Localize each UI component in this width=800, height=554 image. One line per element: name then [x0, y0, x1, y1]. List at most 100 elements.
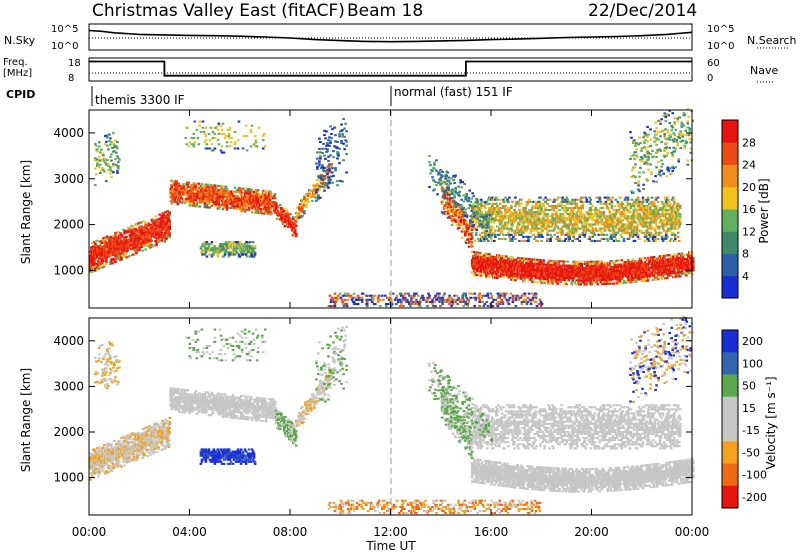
heatmap-cell [326, 166, 329, 169]
heatmap-cell [169, 190, 172, 193]
heatmap-cell [537, 209, 540, 212]
cpid-panel: CPID themis 3300 IF normal (fast) 151 IF [6, 85, 513, 107]
heatmap-cell [155, 219, 158, 222]
heatmap-cell [273, 211, 277, 214]
heatmap-cell [230, 200, 234, 203]
heatmap-cell [156, 220, 159, 223]
heatmap-cell [214, 251, 218, 254]
beam-label: Beam 18 [347, 1, 423, 21]
heatmap-cell [199, 130, 203, 133]
heatmap-cell [175, 201, 178, 204]
heatmap-cell [221, 243, 225, 246]
heatmap-cell [305, 203, 308, 206]
heatmap-cell [144, 225, 147, 228]
heatmap-cell [512, 260, 515, 263]
heatmap-cell [252, 201, 256, 204]
heatmap-cell [243, 243, 247, 246]
heatmap-cell [147, 222, 150, 225]
heatmap-cell [208, 247, 212, 250]
heatmap-cell [491, 270, 494, 273]
heatmap-cell [652, 268, 656, 271]
heatmap-cell [483, 239, 486, 242]
heatmap-cell [616, 276, 620, 279]
heatmap-cell [228, 126, 232, 129]
heatmap-cell [112, 165, 115, 168]
heatmap-cell [472, 259, 476, 262]
heatmap-cell [331, 171, 334, 174]
heatmap-cell [334, 169, 337, 172]
heatmap-cell [214, 205, 218, 208]
heatmap-cell [185, 197, 189, 200]
heatmap-cell [110, 235, 113, 238]
heatmap-cell [291, 227, 294, 230]
heatmap-cell [511, 272, 514, 275]
heatmap-cell [547, 261, 550, 264]
heatmap-cell [278, 218, 282, 221]
heatmap-cell [459, 214, 463, 217]
heatmap-cell [121, 243, 124, 246]
heatmap-cell [504, 215, 507, 218]
heatmap-cell [255, 145, 259, 148]
heatmap-cell [94, 259, 97, 262]
heatmap-cell [595, 281, 599, 284]
heatmap-cell [643, 261, 647, 264]
heatmap-cell [319, 155, 322, 158]
heatmap-cell [339, 179, 342, 182]
heatmap-cell [504, 213, 507, 216]
heatmap-cell [583, 262, 587, 265]
heatmap-cell [343, 127, 346, 130]
heatmap-cell [122, 255, 125, 258]
heatmap-cell [249, 128, 253, 131]
heatmap-cell [227, 128, 231, 131]
heatmap-cell [178, 191, 181, 194]
heatmap-cell [168, 225, 171, 228]
heatmap-cell [493, 257, 496, 260]
heatmap-cell [94, 167, 97, 170]
heatmap-cell [508, 209, 511, 212]
heatmap-cell [462, 218, 466, 221]
heatmap-cell [271, 205, 275, 208]
heatmap-cell [176, 186, 179, 189]
heatmap-cell [327, 171, 330, 174]
heatmap-cell [494, 229, 497, 232]
heatmap-cell [250, 124, 254, 127]
heatmap-cell [216, 139, 220, 142]
heatmap-cell [286, 222, 289, 225]
heatmap-cell [576, 269, 579, 272]
heatmap-cell [471, 255, 475, 258]
heatmap-cell [276, 210, 280, 213]
heatmap-cell [298, 216, 301, 219]
heatmap-cell [458, 207, 462, 210]
heatmap-cell [234, 199, 238, 202]
heatmap-cell [526, 211, 529, 214]
heatmap-cell [559, 272, 562, 275]
heatmap-cell [206, 206, 210, 209]
heatmap-cell [495, 256, 498, 259]
heatmap-cell [498, 229, 501, 232]
heatmap-cell [117, 165, 120, 168]
heatmap-cell [142, 220, 145, 223]
heatmap-cell [538, 263, 541, 266]
heatmap-cell [512, 279, 515, 282]
heatmap-cell [520, 275, 523, 278]
heatmap-cell [169, 200, 172, 203]
heatmap-cell [115, 231, 118, 234]
heatmap-cell [521, 229, 524, 232]
heatmap-cell [627, 279, 631, 282]
heatmap-cell [443, 206, 447, 209]
heatmap-cell [573, 206, 576, 209]
heatmap-cell [518, 271, 521, 274]
heatmap-cell [510, 258, 513, 261]
heatmap-cell [301, 206, 304, 209]
heatmap-cell [565, 219, 568, 222]
heatmap-cell [246, 251, 250, 254]
heatmap-cell [560, 233, 563, 236]
heatmap-cell [248, 192, 252, 195]
heatmap-cell [268, 198, 272, 201]
heatmap-cell [638, 276, 642, 279]
heatmap-cell [473, 271, 477, 274]
heatmap-cell [249, 245, 253, 248]
heatmap-cell [500, 211, 503, 214]
noise-right-tick-top: 10^5 [707, 24, 734, 35]
heatmap-cell [456, 213, 460, 216]
